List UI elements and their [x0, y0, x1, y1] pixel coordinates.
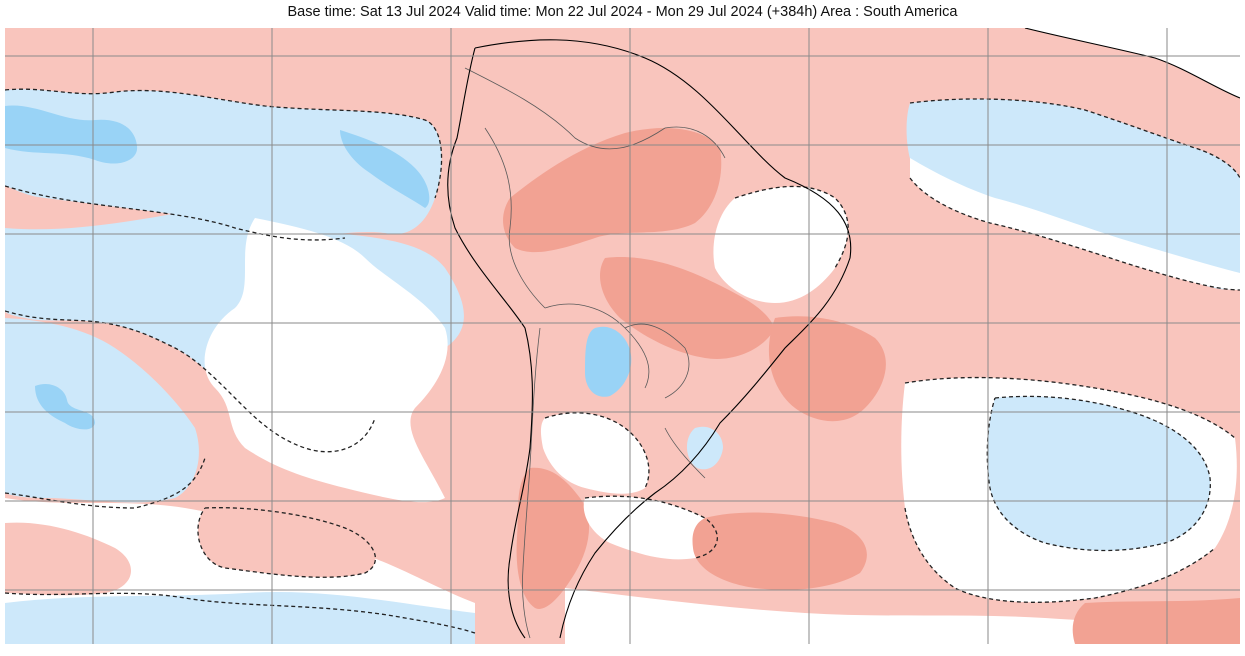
warm-region-south-pacific — [197, 507, 376, 578]
border-peru-brazil — [484, 127, 546, 309]
contour-south-pacific-band — [5, 592, 476, 634]
country-borders — [464, 67, 726, 639]
map-panel — [5, 28, 1240, 644]
border-paraguay — [624, 323, 690, 399]
warm-strong-south-atlantic — [692, 512, 867, 590]
contour-south-atlantic-mid — [584, 495, 718, 559]
warm-strong-central-brazil — [600, 257, 775, 359]
contour-atlantic-far-south — [904, 507, 1216, 603]
warm-strong-amazon — [503, 128, 722, 253]
contour-atlantic-south-inner — [986, 395, 1211, 552]
neutral-region-atlantic-north-edge — [910, 158, 1240, 290]
contour-pacific-north-south-edge — [5, 185, 346, 241]
border-brazil-guianas — [664, 126, 726, 159]
contour-atlantic-north-south — [909, 177, 1240, 291]
cool-region-atlantic-south — [987, 396, 1211, 551]
neutral-region-south-atlantic — [583, 496, 718, 560]
anomaly-contours — [5, 88, 1240, 634]
map-title: Base time: Sat 13 Jul 2024 Valid time: M… — [287, 4, 958, 20]
cool-strong-pacific-north — [5, 105, 138, 164]
contour-northeast-brazil — [734, 185, 849, 269]
border-bolivia — [544, 303, 650, 389]
cool-strong-pacific-west — [35, 383, 95, 430]
contour-pacific-south — [197, 507, 377, 578]
africa-coastline — [1024, 28, 1240, 99]
anomaly-map — [5, 28, 1240, 644]
contour-pacific-mid — [5, 310, 376, 453]
border-colombia-venezuela — [464, 67, 666, 150]
cool-strong-peru-coast — [340, 130, 430, 208]
cool-region-pacific-west — [5, 318, 199, 503]
neutral-region-pacific — [204, 218, 448, 503]
warm-strong-patagonia — [516, 467, 590, 609]
warm-strong-atlantic-east — [768, 316, 886, 422]
warm-region-south-pacific-west — [5, 522, 132, 596]
neutral-region-atlantic-far-south — [565, 588, 1240, 644]
cool-region-uruguay — [686, 426, 723, 470]
border-argentina-chile — [522, 327, 541, 639]
cool-region-paraguay — [585, 326, 632, 397]
map-gridlines — [5, 28, 1240, 644]
neutral-region-argentina — [540, 412, 649, 494]
cool-region-atlantic-north — [906, 98, 1240, 290]
neutral-region-northeast-brazil — [713, 186, 849, 303]
border-uruguay — [664, 427, 706, 479]
africa-coast — [1025, 28, 1240, 98]
contour-pacific-north — [5, 88, 443, 199]
warm-strong-far-south-east — [1072, 598, 1240, 644]
contour-atlantic-south — [904, 376, 1236, 439]
contour-atlantic-north — [909, 98, 1240, 179]
cool-region-south-pacific — [5, 592, 475, 644]
south-america-coastline — [447, 39, 852, 639]
